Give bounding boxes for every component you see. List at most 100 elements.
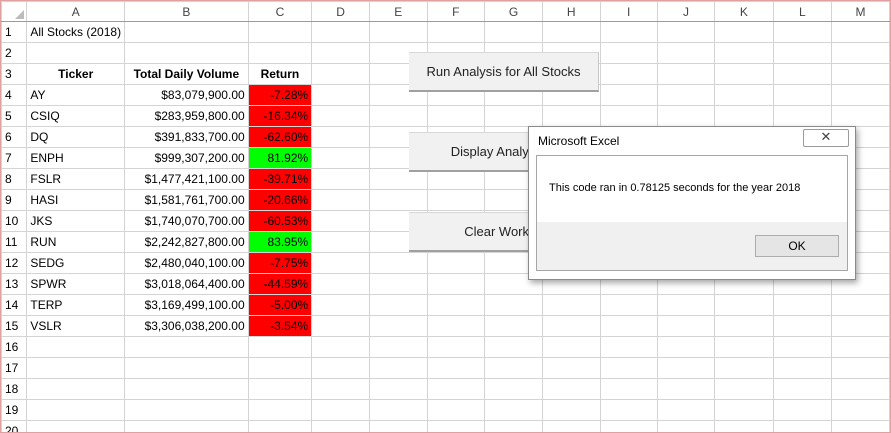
- return-cell[interactable]: -16.34%: [247, 105, 313, 127]
- return-header[interactable]: Return: [247, 63, 313, 85]
- cell[interactable]: [772, 357, 833, 379]
- cell[interactable]: [311, 399, 370, 421]
- cell[interactable]: [124, 420, 249, 432]
- cell[interactable]: [772, 105, 833, 127]
- cell[interactable]: [541, 315, 601, 337]
- cell[interactable]: [541, 294, 601, 316]
- volume-header[interactable]: Total Daily Volume: [124, 63, 249, 85]
- cell[interactable]: [124, 378, 249, 400]
- cell[interactable]: [772, 294, 833, 316]
- row-header[interactable]: 2: [1, 42, 28, 64]
- cell[interactable]: [311, 315, 370, 337]
- row-header[interactable]: 18: [1, 378, 28, 400]
- row-header[interactable]: 5: [1, 105, 28, 127]
- cell[interactable]: [124, 399, 249, 421]
- volume-cell[interactable]: $2,480,040,100.00: [124, 252, 249, 274]
- cell[interactable]: [368, 399, 428, 421]
- cell[interactable]: [541, 105, 601, 127]
- cell[interactable]: [541, 21, 601, 43]
- cell[interactable]: [426, 315, 486, 337]
- column-header-f[interactable]: F: [426, 1, 486, 22]
- cell[interactable]: [772, 315, 833, 337]
- row-header[interactable]: 7: [1, 147, 28, 169]
- cell[interactable]: [311, 21, 370, 43]
- cell[interactable]: [656, 315, 716, 337]
- cell[interactable]: [484, 399, 543, 421]
- cell[interactable]: [541, 357, 601, 379]
- return-cell[interactable]: -39.71%: [247, 168, 313, 190]
- cell[interactable]: [26, 336, 126, 358]
- cell[interactable]: [714, 399, 774, 421]
- cell[interactable]: [599, 378, 658, 400]
- cell[interactable]: [426, 21, 486, 43]
- return-cell[interactable]: 81.92%: [247, 147, 313, 169]
- column-header-k[interactable]: K: [714, 1, 774, 22]
- cell[interactable]: [599, 420, 658, 432]
- cell[interactable]: [368, 315, 428, 337]
- column-header-g[interactable]: G: [484, 1, 543, 22]
- cell[interactable]: [656, 105, 716, 127]
- cell[interactable]: [656, 21, 716, 43]
- cell[interactable]: [124, 357, 249, 379]
- return-cell[interactable]: -7.28%: [247, 84, 313, 106]
- cell[interactable]: [484, 315, 543, 337]
- cell[interactable]: [311, 231, 370, 253]
- cell[interactable]: [484, 378, 543, 400]
- return-cell[interactable]: -20.66%: [247, 189, 313, 211]
- row-header[interactable]: 6: [1, 126, 28, 148]
- cell[interactable]: [368, 420, 428, 432]
- cell[interactable]: [831, 42, 890, 64]
- ok-button[interactable]: OK: [755, 235, 839, 257]
- column-header-a[interactable]: A: [26, 1, 126, 22]
- return-cell[interactable]: -62.60%: [247, 126, 313, 148]
- cell[interactable]: [714, 336, 774, 358]
- cell[interactable]: [599, 357, 658, 379]
- ticker-cell[interactable]: HASI: [26, 189, 126, 211]
- ticker-cell[interactable]: SEDG: [26, 252, 126, 274]
- cell[interactable]: [599, 294, 658, 316]
- cell[interactable]: [124, 42, 249, 64]
- column-header-h[interactable]: H: [541, 1, 601, 22]
- cell[interactable]: [311, 189, 370, 211]
- cell[interactable]: [714, 63, 774, 85]
- return-cell[interactable]: -60.53%: [247, 210, 313, 232]
- cell[interactable]: [311, 357, 370, 379]
- cell[interactable]: [484, 294, 543, 316]
- column-header-e[interactable]: E: [368, 1, 428, 22]
- volume-cell[interactable]: $283,959,800.00: [124, 105, 249, 127]
- cell[interactable]: [484, 420, 543, 432]
- cell[interactable]: [368, 273, 428, 295]
- cell[interactable]: [831, 336, 890, 358]
- cell[interactable]: [311, 210, 370, 232]
- cell[interactable]: [831, 294, 890, 316]
- ticker-cell[interactable]: CSIQ: [26, 105, 126, 127]
- row-header[interactable]: 20: [1, 420, 28, 432]
- cell[interactable]: [426, 336, 486, 358]
- cell[interactable]: [714, 294, 774, 316]
- cell[interactable]: [426, 357, 486, 379]
- ticker-cell[interactable]: ENPH: [26, 147, 126, 169]
- cell[interactable]: [656, 84, 716, 106]
- cell[interactable]: [541, 420, 601, 432]
- sheet-title-cell[interactable]: All Stocks (2018): [26, 21, 126, 43]
- cell[interactable]: [368, 105, 428, 127]
- row-header[interactable]: 19: [1, 399, 28, 421]
- cell[interactable]: [831, 105, 890, 127]
- cell[interactable]: [831, 399, 890, 421]
- cell[interactable]: [831, 357, 890, 379]
- cell[interactable]: [599, 315, 658, 337]
- column-header-i[interactable]: I: [599, 1, 658, 22]
- cell[interactable]: [311, 378, 370, 400]
- cell[interactable]: [247, 336, 313, 358]
- return-cell[interactable]: -3.54%: [247, 315, 313, 337]
- volume-cell[interactable]: $1,477,421,100.00: [124, 168, 249, 190]
- cell[interactable]: [714, 378, 774, 400]
- cell[interactable]: [656, 378, 716, 400]
- row-header[interactable]: 10: [1, 210, 28, 232]
- cell[interactable]: [484, 336, 543, 358]
- column-header-b[interactable]: B: [124, 1, 249, 22]
- cell[interactable]: [311, 420, 370, 432]
- cell[interactable]: [599, 21, 658, 43]
- cell[interactable]: [426, 252, 486, 274]
- cell[interactable]: [311, 147, 370, 169]
